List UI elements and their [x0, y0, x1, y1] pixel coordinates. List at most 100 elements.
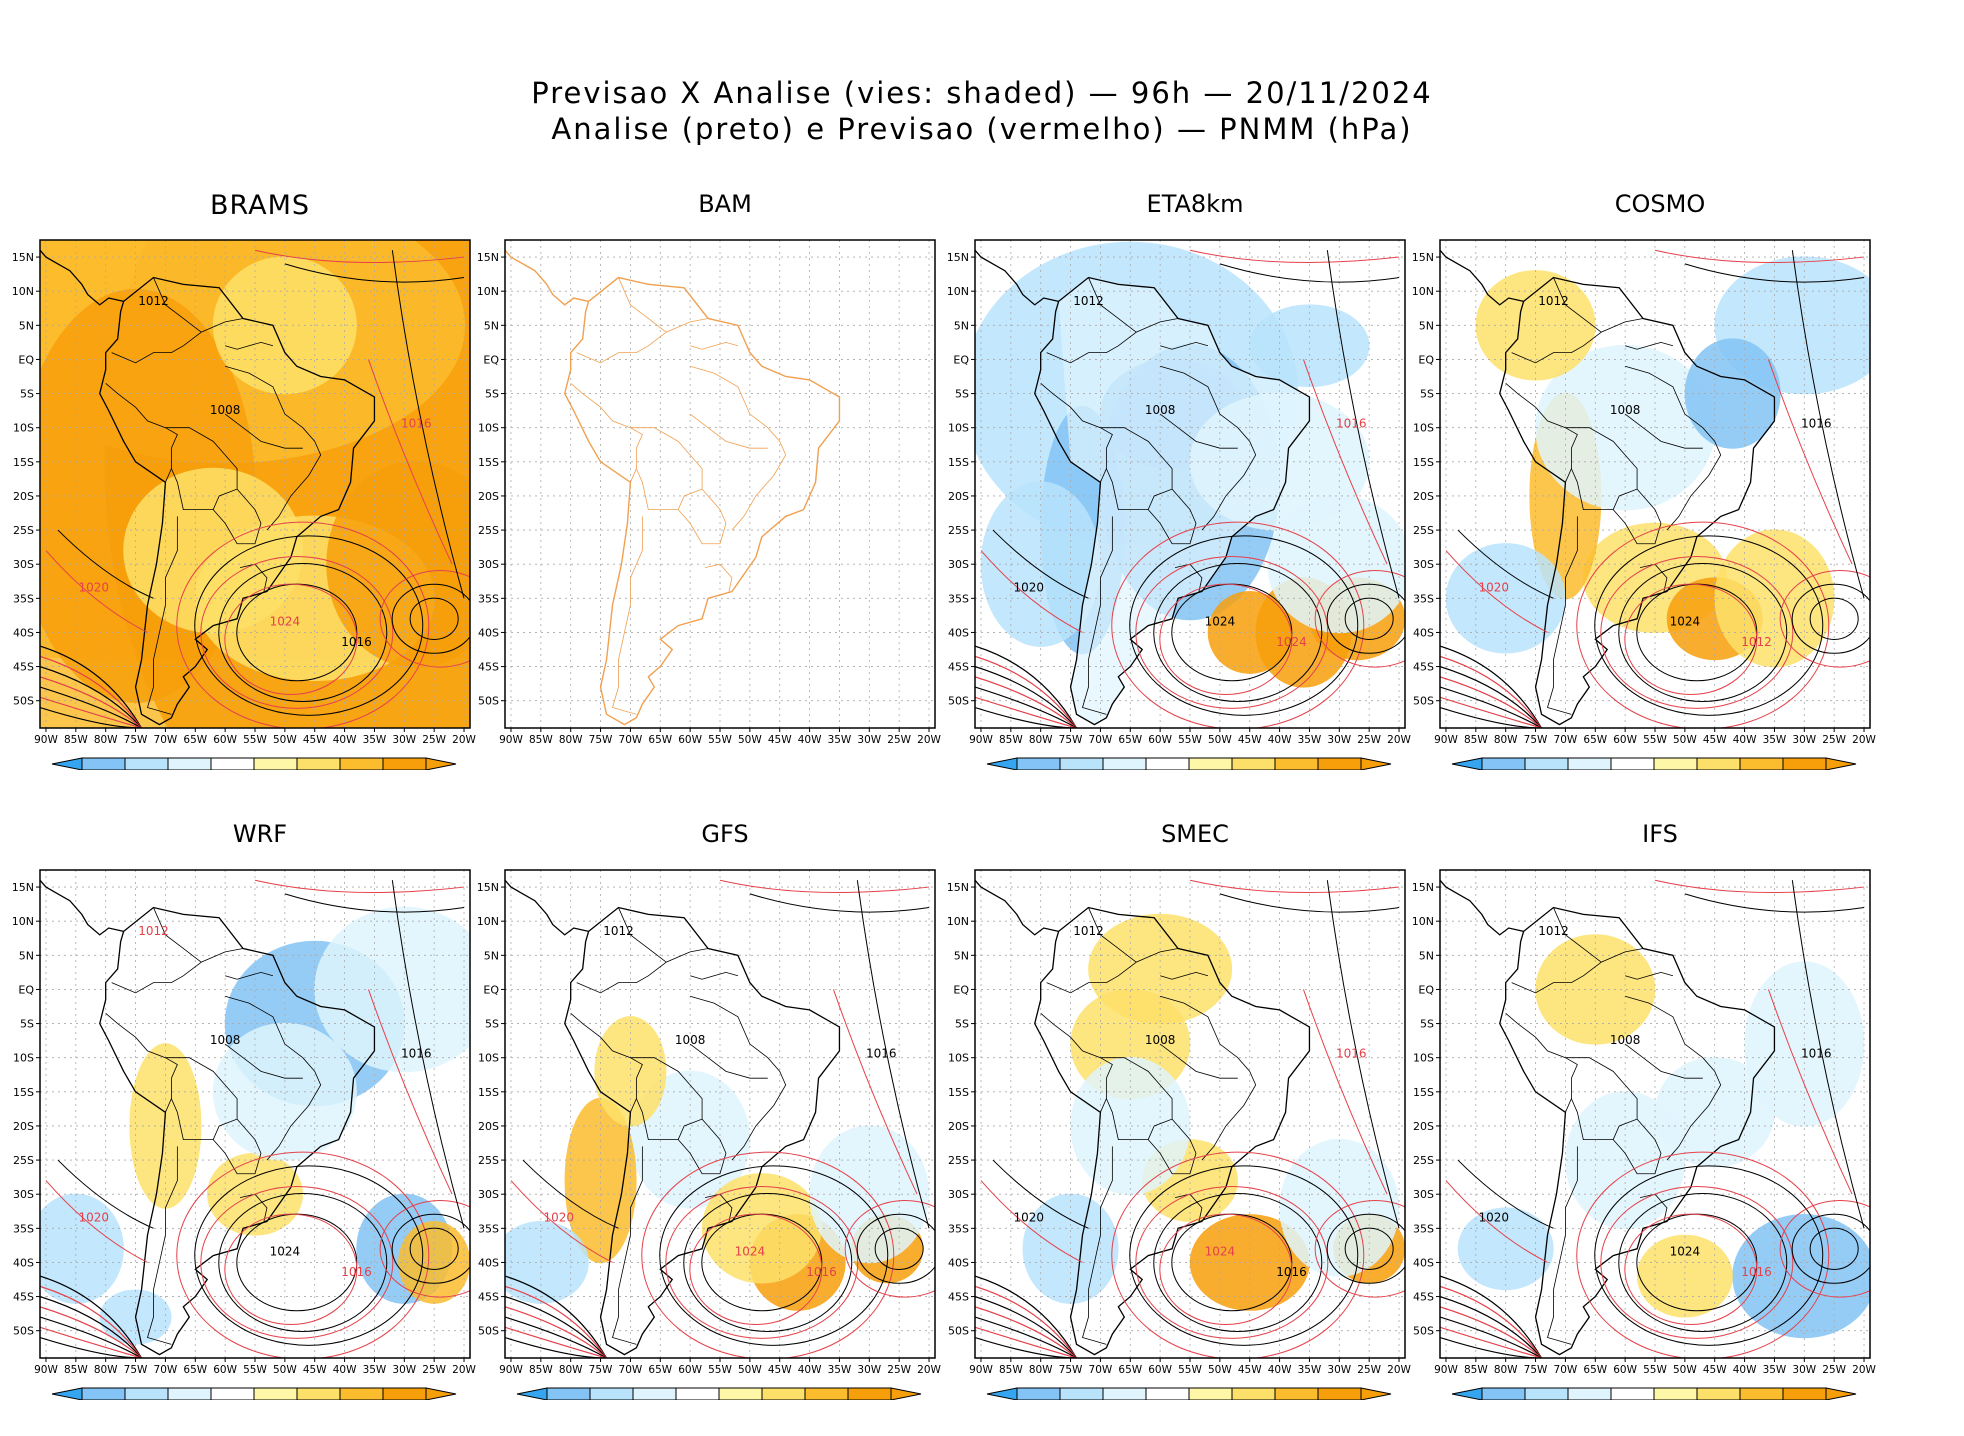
- country-border: [1160, 995, 1257, 1161]
- lat-tick-label: 25S: [478, 524, 499, 537]
- bias-shade: [505, 1221, 589, 1304]
- lat-tick-label: 5S: [485, 1018, 499, 1031]
- colorbar-segment: [1696, 757, 1741, 771]
- isobar-line: [1440, 1285, 1543, 1358]
- isobar-line: [1303, 989, 1388, 1195]
- colorbar-arrow-right: [1825, 757, 1857, 771]
- isobar-line: [665, 1186, 859, 1339]
- isobar-line: [40, 655, 143, 728]
- lat-tick-label: 10N: [947, 915, 969, 928]
- colorbar-segment: [718, 1387, 763, 1401]
- lon-tick-label: 45W: [1238, 1364, 1262, 1376]
- contour-label: 1008: [1610, 1033, 1641, 1047]
- lat-tick-label: 50S: [1413, 1325, 1434, 1338]
- lat-tick-label: 30S: [478, 558, 499, 571]
- isobar-line: [176, 521, 430, 728]
- lon-tick-label: 90W: [499, 734, 523, 746]
- lat-tick-label: 5N: [1419, 319, 1434, 332]
- lon-tick-label: 55W: [1178, 734, 1202, 746]
- lon-tick-label: 45W: [1238, 734, 1262, 746]
- contour-label: 1020: [1478, 580, 1509, 594]
- country-border: [225, 341, 274, 350]
- lon-tick-label: 60W: [1148, 1364, 1172, 1376]
- country-border: [1160, 971, 1209, 980]
- lat-tick-label: 10S: [13, 422, 34, 435]
- isobar-line: [391, 1213, 470, 1284]
- colorbar: −4−3−2−11234: [516, 1387, 922, 1421]
- coastline: [1034, 276, 1311, 726]
- lat-tick-label: 25S: [13, 1154, 34, 1167]
- lat-tick-label: 15S: [1413, 456, 1434, 469]
- isobar-line: [1440, 1326, 1542, 1358]
- colorbar-segment: [1188, 757, 1233, 771]
- lat-tick-label: 5S: [485, 388, 499, 401]
- country-border: [576, 331, 667, 364]
- isobar-line: [856, 880, 930, 1229]
- panel-eta8km: ETA8km 1008 1012 1016 1020 1024 1024 15N 10N 5N E…: [935, 190, 1425, 791]
- lat-tick-label: 45S: [13, 1291, 34, 1304]
- country-border: [224, 413, 303, 449]
- country-border: [1612, 488, 1662, 545]
- lon-tick-label: 75W: [589, 1364, 613, 1376]
- isobar-line: [1440, 676, 1542, 728]
- lon-tick-label: 70W: [154, 734, 178, 746]
- colorbar-segment: [1102, 757, 1147, 771]
- bias-shade: [129, 1043, 202, 1209]
- colorbar-segment: [124, 757, 169, 771]
- map-gfs: 1008 1012 1016 1020 1024 1016 15N 10N 5N EQ 5S 10S 1…: [477, 869, 942, 1421]
- country-border: [1082, 1146, 1113, 1345]
- country-border: [1547, 516, 1578, 715]
- lat-tick-label: 5N: [19, 949, 34, 962]
- lon-tick-label: 90W: [969, 734, 993, 746]
- country-border: [1565, 427, 1638, 510]
- isobar-line: [176, 1151, 430, 1358]
- contour-label: 1008: [1145, 403, 1176, 417]
- colorbar-segment: [1016, 1387, 1061, 1401]
- lon-tick-label: 25W: [887, 1364, 911, 1376]
- lon-tick-label: 30W: [1327, 1364, 1351, 1376]
- lon-tick-label: 20W: [1852, 734, 1876, 746]
- country-border: [1174, 563, 1203, 592]
- lat-tick-label: 20S: [13, 1120, 34, 1133]
- colorbar-segment: [1231, 1387, 1276, 1401]
- lon-tick-label: 80W: [1029, 734, 1053, 746]
- lat-tick-label: 50S: [478, 1325, 499, 1338]
- isobar-line: [1344, 597, 1394, 640]
- isobar-line: [1326, 1213, 1405, 1284]
- colorbar-segment: [804, 1387, 849, 1401]
- isobar-line: [1594, 1165, 1824, 1346]
- lat-tick-label: 25S: [478, 1154, 499, 1167]
- colorbar-segment: [1653, 757, 1698, 771]
- country-border: [1147, 1118, 1197, 1175]
- lon-tick-label: 85W: [529, 734, 553, 746]
- country-border: [1625, 971, 1674, 980]
- lon-tick-label: 75W: [589, 734, 613, 746]
- lat-tick-label: 10S: [948, 1052, 969, 1065]
- lat-tick-label: 25S: [948, 524, 969, 537]
- country-border: [111, 331, 202, 364]
- lat-tick-label: 35S: [1413, 592, 1434, 605]
- isobar-line: [1600, 1186, 1794, 1339]
- lon-tick-label: 50W: [1673, 1364, 1697, 1376]
- isobar-line: [975, 686, 1077, 728]
- lon-tick-label: 65W: [648, 1364, 672, 1376]
- lon-tick-label: 75W: [1524, 1364, 1548, 1376]
- country-border: [225, 995, 322, 1161]
- country-border: [1174, 1193, 1203, 1222]
- figure-title-line2: Analise (preto) e Previsao (vermelho) — …: [551, 112, 1413, 146]
- isobar-line: [391, 583, 470, 654]
- colorbar-segment: [632, 1387, 677, 1401]
- contour-label: 1008: [1145, 1033, 1176, 1047]
- lat-tick-label: 5S: [1420, 388, 1434, 401]
- isobar-line: [40, 645, 143, 728]
- coastline: [505, 249, 589, 306]
- isobar-line: [1600, 556, 1794, 709]
- isobar-line: [1791, 880, 1865, 1229]
- contour-label: 1016: [866, 1047, 897, 1061]
- isobar-line: [1791, 250, 1865, 599]
- contour-label: 1016: [806, 1265, 837, 1279]
- lon-tick-label: 65W: [1118, 734, 1142, 746]
- isobar-line: [218, 562, 388, 702]
- colorbar: −4−3−2−11234: [51, 1387, 457, 1421]
- colorbar-segment: [1059, 757, 1104, 771]
